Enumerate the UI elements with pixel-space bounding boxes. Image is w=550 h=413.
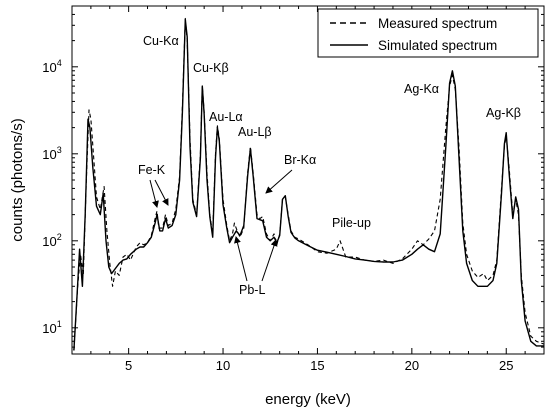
x-tick-label-15: 15	[310, 358, 324, 373]
x-tick-label-20: 20	[405, 358, 419, 373]
legend: Measured spectrum Simulated spectrum	[317, 8, 539, 58]
annotation-ag-kb: Ag-Kβ	[486, 106, 521, 120]
legend-box	[317, 8, 539, 58]
annotation-au-la: Au-Lα	[209, 110, 243, 124]
annotation-au-lb: Au-Lβ	[238, 125, 272, 139]
annotation-cu-kb: Cu-Kβ	[193, 61, 229, 75]
arrow-pb-l-1	[234, 236, 248, 282]
annotation-pile-up: Pile-up	[332, 216, 371, 230]
x-axis-ticks: 5 10 15 20 25	[90, 6, 545, 373]
y-axis-label: counts (photons/s)	[9, 118, 26, 241]
annotation-ag-ka: Ag-Kα	[404, 82, 439, 96]
annotation-fe-k: Fe-K	[138, 163, 166, 177]
series-line-simulated	[73, 18, 544, 351]
arrow-br-ka	[265, 169, 293, 194]
plot-frame	[71, 5, 545, 355]
annotation-br-ka: Br-Kα	[284, 153, 316, 167]
arrow-fe-k-1	[149, 179, 159, 208]
y-tick-label-10000: 104	[42, 58, 61, 75]
y-tick-label-1000: 103	[42, 145, 61, 162]
x-tick-label-25: 25	[499, 358, 513, 373]
annotation-pb-l: Pb-L	[239, 283, 265, 297]
legend-label-simulated: Simulated spectrum	[378, 38, 497, 53]
series-layer	[73, 17, 545, 351]
series-line-measured	[73, 17, 545, 351]
x-tick-label-5: 5	[125, 358, 132, 373]
arrow-fe-k-2	[154, 179, 169, 206]
arrow-pb-l-2	[261, 239, 278, 282]
annotation-cu-ka: Cu-Kα	[143, 34, 179, 48]
y-tick-label-10: 101	[42, 319, 61, 336]
y-axis-ticks: 101 102 103 104	[42, 5, 544, 355]
legend-label-measured: Measured spectrum	[378, 16, 497, 31]
x-axis-label: energy (keV)	[265, 391, 351, 408]
x-tick-label-10: 10	[216, 358, 230, 373]
annotations: Cu-Kα Cu-Kβ Au-Lα Au-Lβ Br-Kα Fe-K Pile-…	[138, 34, 521, 297]
y-tick-label-100: 102	[42, 232, 61, 249]
